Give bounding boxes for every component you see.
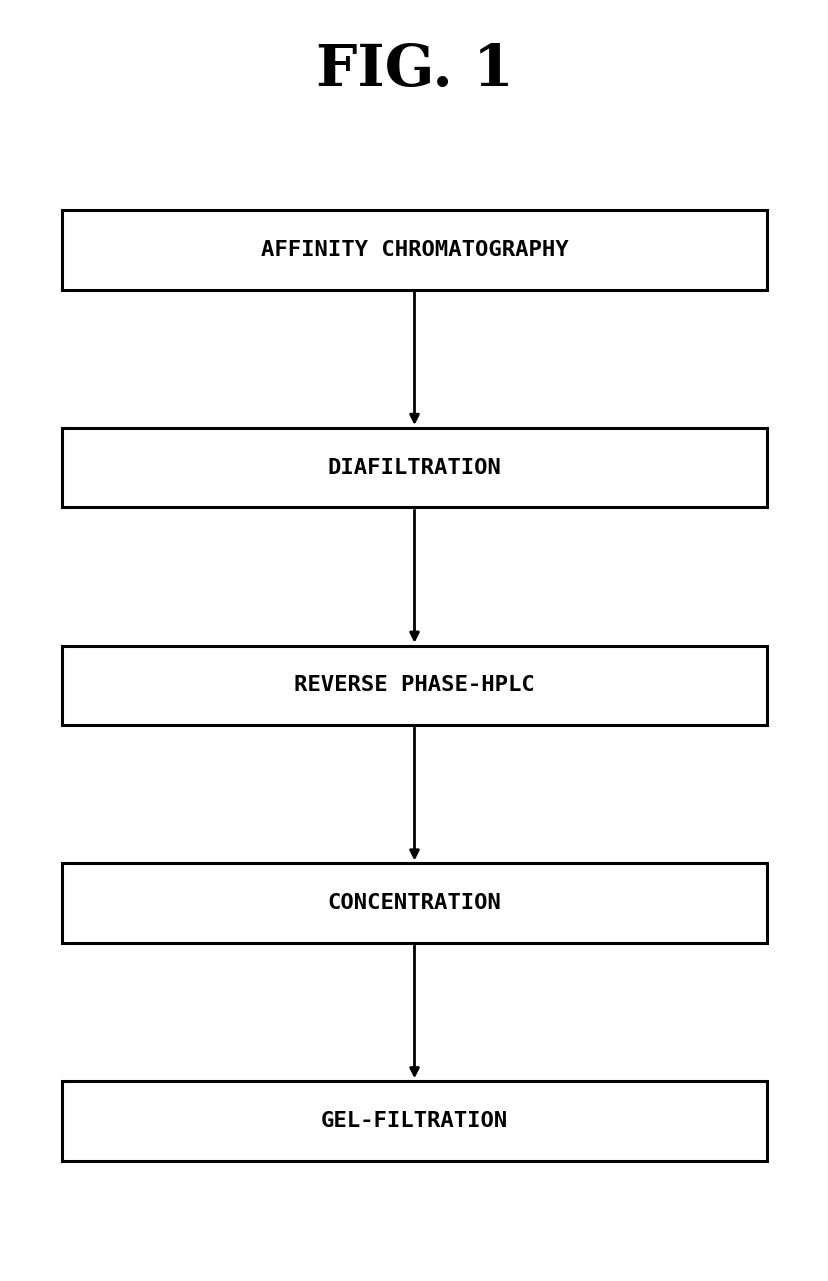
Text: AFFINITY CHROMATOGRAPHY: AFFINITY CHROMATOGRAPHY: [260, 240, 568, 260]
Text: FIG. 1: FIG. 1: [315, 42, 513, 99]
Bar: [62, 646, 766, 725]
Text: DIAFILTRATION: DIAFILTRATION: [327, 457, 501, 478]
Bar: [62, 1081, 766, 1161]
Bar: [62, 428, 766, 507]
Text: CONCENTRATION: CONCENTRATION: [327, 893, 501, 913]
Bar: [62, 863, 766, 943]
Bar: [62, 210, 766, 290]
Text: REVERSE PHASE-HPLC: REVERSE PHASE-HPLC: [294, 675, 534, 696]
Text: GEL-FILTRATION: GEL-FILTRATION: [320, 1111, 508, 1131]
